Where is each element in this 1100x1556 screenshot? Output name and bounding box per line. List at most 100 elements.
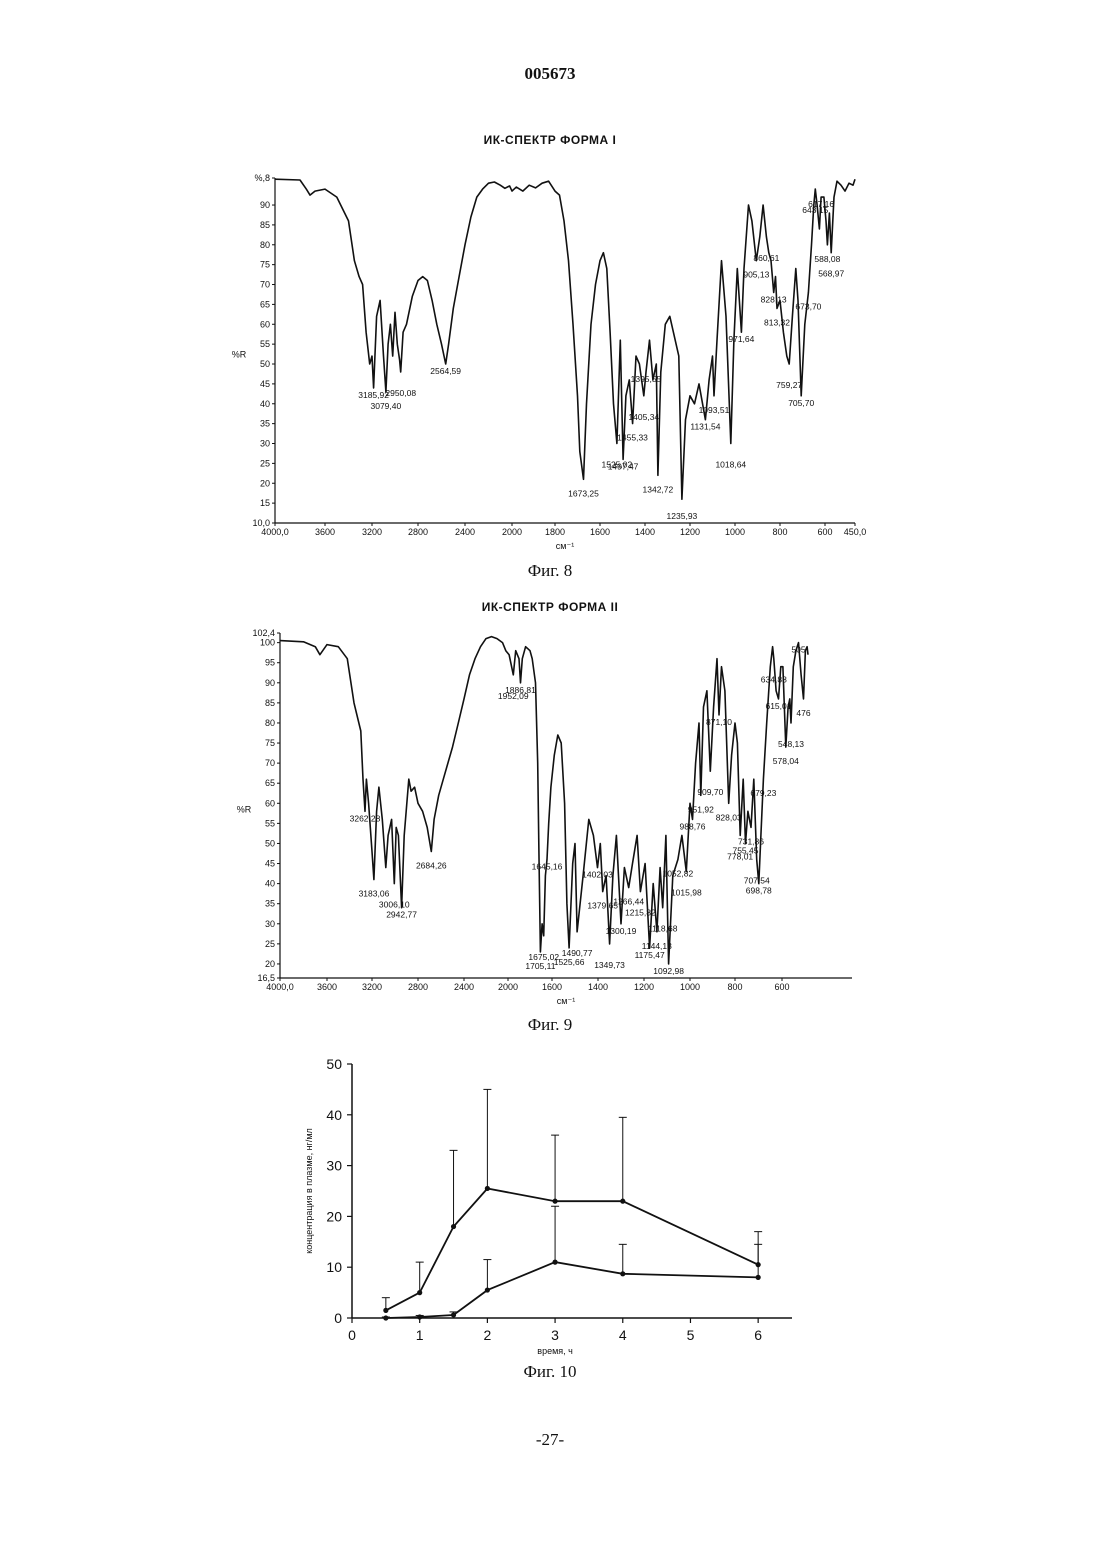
peak-label: 505 (791, 645, 805, 655)
x-tick-label: 2000 (498, 982, 518, 992)
peak-label: 1144,13 (642, 941, 672, 951)
y-tick-label: 55 (265, 818, 275, 828)
y-tick-label: 95 (265, 658, 275, 668)
x-tick-label: 1000 (680, 982, 700, 992)
peak-label: 634,88 (761, 675, 787, 685)
y-tick-label: 25 (260, 458, 270, 468)
y-tick-label: 55 (260, 339, 270, 349)
peak-label: 1018,64 (715, 460, 746, 470)
x-tick-label: 1400 (588, 982, 608, 992)
series-line-1 (386, 1189, 758, 1311)
x-tick-label: 800 (727, 982, 742, 992)
peak-label: 1497,47 (608, 461, 639, 471)
x-tick-label: 2800 (408, 527, 428, 537)
y-tick-label: 35 (260, 419, 270, 429)
x-tick-label: 6 (754, 1327, 762, 1343)
x-tick-label: 450,0 (844, 527, 867, 537)
data-point (451, 1224, 456, 1229)
peak-label: 1405,34 (628, 412, 659, 422)
y-tick-label: 65 (260, 299, 270, 309)
y-tick-label: 30 (326, 1158, 342, 1174)
peak-label: 1342,72 (643, 484, 674, 494)
peak-label: 1349,73 (594, 960, 625, 970)
peak-label: 698,78 (746, 886, 772, 896)
page-number: -27- (0, 1430, 1100, 1450)
x-tick-label: 1 (416, 1327, 424, 1343)
y-tick-label: 30 (265, 919, 275, 929)
y-tick-label: 90 (260, 200, 270, 210)
x-tick-label: 600 (774, 982, 789, 992)
y-tick-label: 80 (260, 240, 270, 250)
y-tick-label: 20 (260, 478, 270, 488)
y-axis-label: %R (232, 349, 247, 359)
peak-label: 679,23 (750, 788, 776, 798)
peak-label: 2950,08 (385, 388, 416, 398)
y-tick-label: 70 (265, 758, 275, 768)
y-tick-label: 102,4 (252, 628, 275, 638)
peak-label: 2564,59 (430, 366, 461, 376)
x-tick-label: 1600 (590, 527, 610, 537)
x-tick-label: 2400 (455, 527, 475, 537)
figure-10-caption: Фиг. 10 (0, 1362, 1100, 1382)
peak-label: 1015,98 (671, 888, 702, 898)
x-tick-label: 1200 (680, 527, 700, 537)
peak-label: 731,86 (738, 836, 764, 846)
spectrum-line (275, 179, 855, 499)
data-point (417, 1314, 422, 1319)
data-point (620, 1199, 625, 1204)
peak-label: 1525,66 (554, 957, 585, 967)
x-tick-label: 4000,0 (261, 527, 289, 537)
peak-label: 673,70 (795, 301, 821, 311)
y-tick-label: 40 (326, 1107, 342, 1123)
peak-label: 617,16 (808, 199, 834, 209)
y-tick-label: 80 (265, 718, 275, 728)
y-axis-label: %R (237, 804, 252, 814)
peak-label: 3183,06 (359, 889, 390, 899)
data-point (417, 1290, 422, 1295)
peak-label: 1131,54 (690, 422, 720, 432)
peak-label: 578,04 (773, 756, 799, 766)
y-tick-label: 75 (260, 260, 270, 270)
plasma-concentration-chart: 010203040500123456время, чконцентрация в… (290, 1050, 820, 1370)
y-tick-label: 60 (260, 319, 270, 329)
x-axis-label: cм⁻¹ (557, 996, 575, 1006)
y-tick-label: 20 (326, 1208, 342, 1224)
peak-label: 3006,10 (379, 900, 410, 910)
figure-8-title: ИК-СПЕКТР ФОРМА I (0, 133, 1100, 147)
peak-label: 755,45 (732, 845, 758, 855)
peak-label: 828,03 (716, 812, 742, 822)
x-tick-label: 3600 (317, 982, 337, 992)
peak-label: 1118,68 (648, 924, 678, 934)
x-tick-label: 2000 (502, 527, 522, 537)
x-tick-label: 2 (483, 1327, 491, 1343)
data-point (451, 1312, 456, 1317)
peak-label: 568,97 (818, 269, 844, 279)
data-point (485, 1287, 490, 1292)
y-tick-label: 60 (265, 798, 275, 808)
peak-label: 905,13 (743, 270, 769, 280)
x-tick-label: 3200 (362, 527, 382, 537)
figure-9-caption: Фиг. 9 (0, 1015, 1100, 1035)
y-tick-label: 40 (265, 879, 275, 889)
peak-label: 1645,16 (532, 862, 563, 872)
peak-label: 1266,44 (613, 897, 644, 907)
x-tick-label: 2800 (408, 982, 428, 992)
peak-label: 871,10 (706, 717, 732, 727)
figure-9-title: ИК-СПЕКТР ФОРМА II (0, 600, 1100, 614)
peak-label: 1673,25 (568, 488, 599, 498)
series-line-2 (386, 1262, 758, 1318)
peak-label: 1455,33 (617, 433, 648, 443)
x-tick-label: 3200 (362, 982, 382, 992)
x-tick-label: 1600 (542, 982, 562, 992)
x-axis-label: время, ч (537, 1346, 573, 1356)
peak-label: 3079,40 (371, 401, 402, 411)
peak-label: 860,61 (753, 253, 779, 263)
peak-label: 1886,81 (505, 685, 536, 695)
peak-label: 1092,98 (653, 966, 684, 976)
peak-label: 1093,51 (699, 405, 730, 415)
y-tick-label: 35 (265, 899, 275, 909)
peak-label: 988,76 (680, 821, 706, 831)
y-tick-label: 25 (265, 939, 275, 949)
peak-label: 813,32 (764, 317, 790, 327)
spectrum-line (280, 637, 808, 964)
